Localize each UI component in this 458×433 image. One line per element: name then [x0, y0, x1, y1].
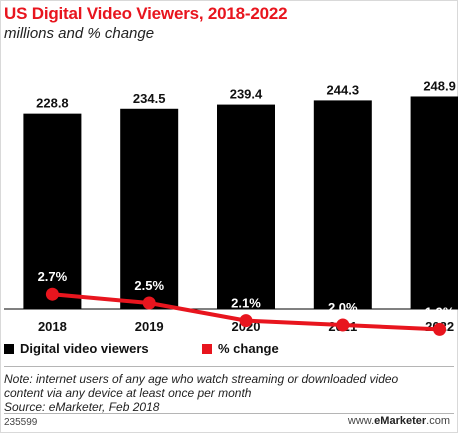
legend-label-viewers: Digital video viewers [20, 341, 149, 356]
site-brand: eMarketer [374, 415, 427, 427]
legend-swatch-viewers [4, 344, 14, 354]
change-point-2019 [142, 296, 156, 310]
bar-2020 [217, 104, 275, 309]
change-point-2020 [239, 314, 253, 328]
legend-item-viewers: Digital video viewers [4, 341, 149, 356]
legend-item-change: % change [202, 341, 279, 356]
bar-2018 [23, 113, 82, 309]
change-label-2021: 2.0% [328, 300, 358, 315]
chart-id: 235599 [4, 417, 38, 428]
chart-note: Note: internet users of any age who watc… [4, 372, 449, 414]
bar-2019 [120, 108, 179, 310]
change-label-2018: 2.7% [38, 269, 68, 284]
site-suffix: .com [426, 415, 450, 427]
site-prefix: www. [347, 415, 375, 427]
change-label-2019: 2.5% [134, 278, 164, 293]
chart-subtitle: millions and % change [4, 25, 155, 42]
bar-2022 [410, 96, 458, 309]
change-label-2020: 2.1% [231, 296, 261, 311]
change-label-2022: 1.9% [425, 304, 455, 319]
footer-divider [4, 413, 454, 414]
note-divider [4, 366, 454, 367]
chart-plot: 228.82018234.52019239.42020244.32021248.… [4, 78, 458, 336]
change-point-2022 [433, 322, 447, 336]
x-tick-label-2019: 2019 [135, 319, 164, 334]
chart-title: US Digital Video Viewers, 2018-2022 [4, 4, 288, 23]
legend-label-change: % change [218, 341, 279, 356]
bar-value-label-2021: 244.3 [327, 82, 360, 97]
bar-value-label-2020: 239.4 [230, 87, 263, 102]
change-point-2018 [45, 287, 59, 301]
x-tick-label-2018: 2018 [38, 319, 67, 334]
note-line-2: content via any device at least once per… [4, 386, 252, 400]
bar-value-label-2019: 234.5 [133, 91, 166, 106]
bar-value-label-2022: 248.9 [423, 78, 456, 93]
source-line: Source: eMarketer, Feb 2018 [4, 400, 160, 414]
bar-2021 [313, 100, 372, 309]
note-line-1: Note: internet users of any age who watc… [4, 372, 399, 386]
legend-swatch-change [202, 344, 212, 354]
bar-value-label-2018: 228.8 [36, 96, 69, 111]
emarketer-link[interactable]: www.eMarketer.com [348, 415, 450, 427]
change-point-2021 [336, 318, 350, 332]
